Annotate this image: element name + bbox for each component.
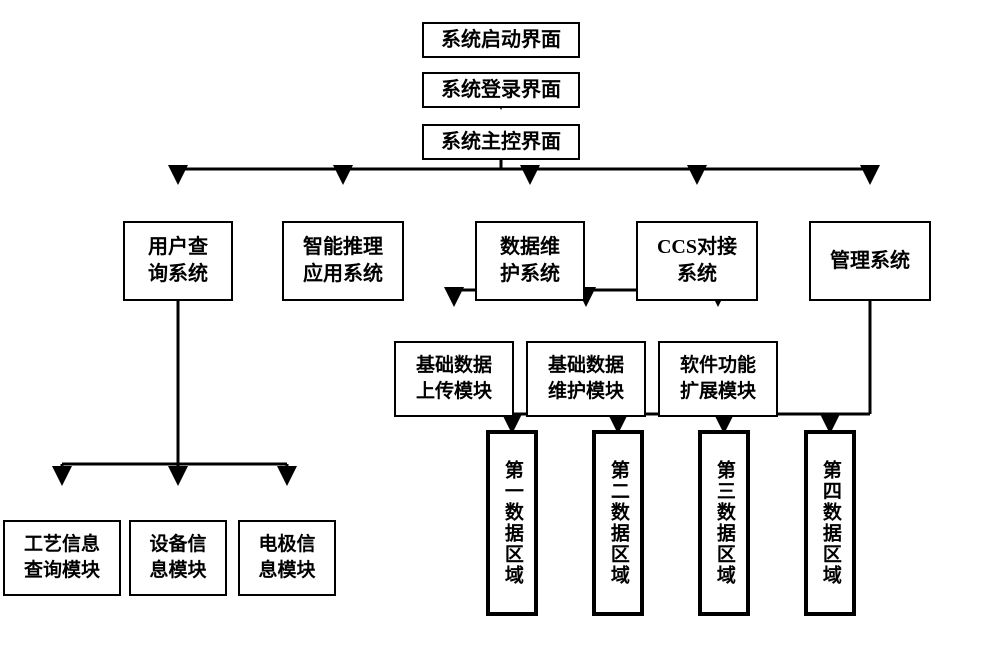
node-area1: 第一数据区域	[486, 430, 538, 616]
node-user: 用户查询系统	[123, 221, 233, 301]
node-area4: 第四数据区域	[804, 430, 856, 616]
node-maint: 基础数据维护模块	[526, 341, 646, 417]
node-upload: 基础数据上传模块	[394, 341, 514, 417]
node-ccs: CCS对接系统	[636, 221, 758, 301]
node-data: 数据维护系统	[475, 221, 585, 301]
node-login: 系统登录界面	[422, 72, 580, 108]
node-soft: 软件功能扩展模块	[658, 341, 778, 417]
node-q3: 电极信息模块	[238, 520, 336, 596]
node-mgmt: 管理系统	[809, 221, 931, 301]
node-start: 系统启动界面	[422, 22, 580, 58]
node-ai: 智能推理应用系统	[282, 221, 404, 301]
node-area3: 第三数据区域	[698, 430, 750, 616]
node-q1: 工艺信息查询模块	[3, 520, 121, 596]
node-main: 系统主控界面	[422, 124, 580, 160]
node-area2: 第二数据区域	[592, 430, 644, 616]
node-q2: 设备信息模块	[129, 520, 227, 596]
